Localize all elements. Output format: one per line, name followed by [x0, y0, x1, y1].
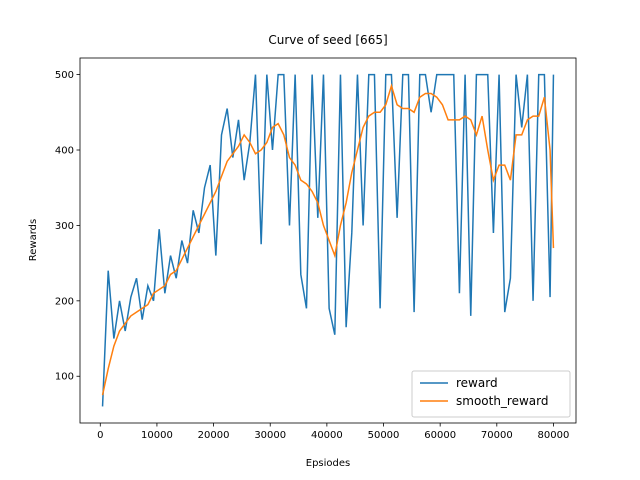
legend-label: reward [456, 376, 498, 390]
x-tick-label: 60000 [424, 430, 456, 441]
x-tick-label: 0 [97, 430, 103, 441]
y-tick-label: 400 [55, 146, 74, 157]
series-line [101, 83, 555, 396]
legend: reward smooth_reward [411, 370, 571, 418]
x-tick-label: 20000 [198, 430, 230, 441]
y-tick-label: 500 [55, 70, 74, 81]
legend-label: smooth_reward [456, 394, 549, 408]
y-axis-label: Rewards [28, 219, 39, 261]
x-tick-label: 50000 [368, 430, 400, 441]
x-tick-label: 80000 [538, 430, 570, 441]
x-tick-label: 40000 [311, 430, 343, 441]
y-tick-label: 300 [55, 221, 74, 232]
x-tick-label: 70000 [481, 430, 513, 441]
legend-box [411, 370, 571, 418]
chart-title: Curve of seed [665] [268, 33, 387, 47]
axes-frame [79, 57, 577, 424]
y-tick-label: 100 [55, 372, 74, 383]
y-tick-label: 200 [55, 296, 74, 307]
x-axis-label: Epsiodes [306, 458, 350, 469]
x-tick-label: 30000 [254, 430, 286, 441]
x-tick-label: 10000 [141, 430, 173, 441]
